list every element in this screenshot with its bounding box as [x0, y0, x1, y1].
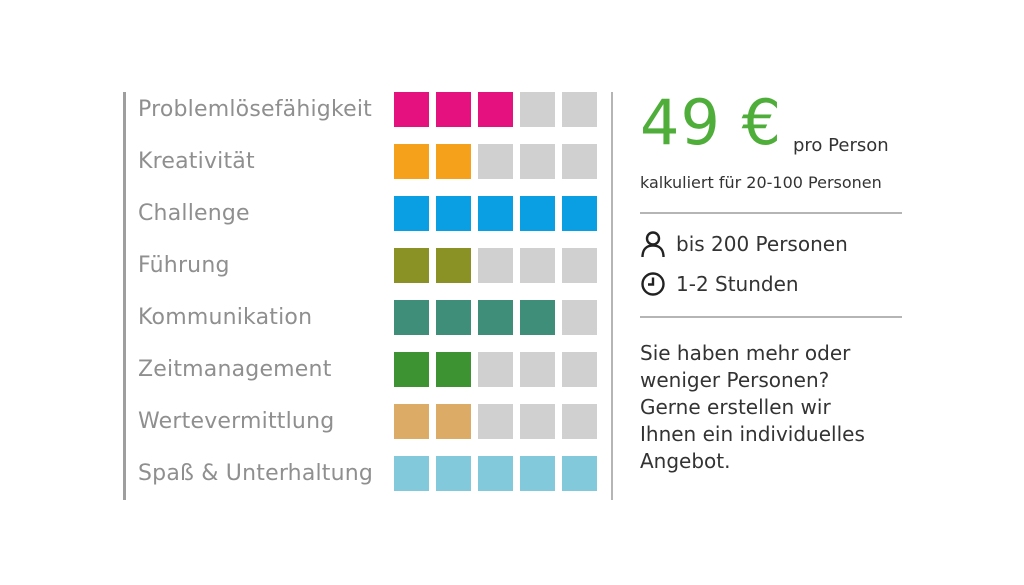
rating-block-filled [520, 456, 555, 491]
rating-block-filled [436, 248, 471, 283]
rating-block-filled [436, 404, 471, 439]
rating-block-filled [436, 196, 471, 231]
rating-block-empty [520, 248, 555, 283]
skill-row: Kreativität [138, 144, 608, 196]
note-line: Angebot. [640, 449, 731, 473]
duration-text: 1-2 Stunden [676, 272, 799, 296]
rating-block-filled [394, 456, 429, 491]
rating-block-filled [562, 196, 597, 231]
middle-divider [611, 92, 613, 500]
rating-block-filled [394, 248, 429, 283]
rating-block-filled [478, 456, 513, 491]
rating-block-filled [394, 196, 429, 231]
rating-block-empty [520, 144, 555, 179]
rating-block-empty [478, 352, 513, 387]
skill-label: Challenge [138, 201, 250, 226]
skill-rating-blocks [394, 300, 604, 335]
duration-row: 1-2 Stunden [640, 264, 902, 304]
skill-rating-blocks [394, 92, 604, 127]
capacity-row: bis 200 Personen [640, 224, 902, 264]
skill-label: Kreativität [138, 149, 255, 174]
skill-ratings: Problemlösefähigkeit Kreativität Challen… [138, 92, 608, 508]
rating-block-empty [520, 404, 555, 439]
note-line: Gerne erstellen wir [640, 395, 831, 419]
calculation-note: kalkuliert für 20-100 Personen [640, 173, 882, 192]
skill-rating-blocks [394, 196, 604, 231]
rating-block-filled [394, 144, 429, 179]
skill-row: Führung [138, 248, 608, 300]
skill-rating-blocks [394, 144, 604, 179]
left-divider [123, 92, 126, 500]
clock-icon [641, 272, 665, 296]
capacity-text: bis 200 Personen [676, 232, 848, 256]
rating-block-empty [562, 144, 597, 179]
skill-label: Kommunikation [138, 305, 313, 330]
note-line: Sie haben mehr oder [640, 341, 851, 365]
note-line: Ihnen ein individuelles [640, 422, 865, 446]
skill-rating-blocks [394, 456, 604, 491]
skill-row: Problemlösefähigkeit [138, 92, 608, 144]
rating-block-empty [520, 92, 555, 127]
rating-block-empty [562, 352, 597, 387]
person-icon [641, 231, 665, 258]
skill-rating-blocks [394, 404, 604, 439]
skill-label: Führung [138, 253, 230, 278]
rating-block-filled [436, 300, 471, 335]
rating-block-filled [478, 92, 513, 127]
rating-block-empty [562, 248, 597, 283]
skill-rating-blocks [394, 352, 604, 387]
rating-block-filled [436, 456, 471, 491]
rating-block-filled [436, 352, 471, 387]
skill-label: Spaß & Unterhaltung [138, 461, 374, 486]
skill-label: Zeitmanagement [138, 357, 332, 382]
skill-label: Wertevermittlung [138, 409, 335, 434]
rating-block-filled [394, 92, 429, 127]
skill-row: Kommunikation [138, 300, 608, 352]
rating-block-filled [394, 352, 429, 387]
rating-block-filled [478, 300, 513, 335]
rating-block-filled [394, 300, 429, 335]
rating-block-empty [478, 404, 513, 439]
rating-block-filled [478, 196, 513, 231]
skill-row: Zeitmanagement [138, 352, 608, 404]
rating-block-empty [478, 144, 513, 179]
skill-label: Problemlösefähigkeit [138, 97, 372, 122]
rating-block-empty [520, 352, 555, 387]
divider [640, 316, 902, 318]
rating-block-empty [562, 404, 597, 439]
rating-block-filled [562, 456, 597, 491]
rating-block-empty [478, 248, 513, 283]
price-line: 49 € pro Person [640, 86, 902, 172]
note-line: weniger Personen? [640, 368, 830, 392]
rating-block-filled [436, 144, 471, 179]
skill-rating-blocks [394, 248, 604, 283]
rating-block-empty [562, 300, 597, 335]
rating-block-filled [520, 196, 555, 231]
custom-offer-note: Sie haben mehr oder weniger Personen? Ge… [640, 340, 902, 475]
skill-row: Challenge [138, 196, 608, 248]
rating-block-filled [394, 404, 429, 439]
price-unit: pro Person [793, 135, 889, 156]
rating-block-empty [562, 92, 597, 127]
skill-row: Wertevermittlung [138, 404, 608, 456]
rating-block-filled [436, 92, 471, 127]
skill-row: Spaß & Unterhaltung [138, 456, 608, 508]
divider [640, 212, 902, 214]
info-list: bis 200 Personen 1-2 Stunden [640, 224, 902, 304]
pricing-panel: 49 € pro Person kalkuliert für 20-100 Pe… [640, 86, 902, 475]
rating-block-filled [520, 300, 555, 335]
price: 49 € [640, 86, 783, 159]
